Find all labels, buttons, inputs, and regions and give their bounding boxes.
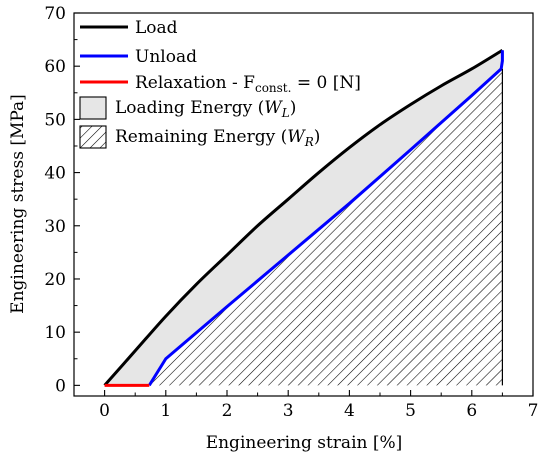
legend-area-swatch-1 xyxy=(79,125,107,149)
legend: Load Unload Relaxation - Fconst. = 0 [N] Lo… xyxy=(79,18,361,149)
x-axis-ticks: 0 1 2 3 4 5 6 7 xyxy=(99,390,538,421)
x-tick-label: 6 xyxy=(466,401,477,421)
legend-label: Loading Energy (WL) xyxy=(115,98,296,120)
legend-label: Load xyxy=(135,18,178,38)
y-tick-label: 50 xyxy=(44,110,66,130)
remaining-energy-area xyxy=(149,50,503,386)
legend-label: Relaxation - Fconst. = 0 [N] xyxy=(135,73,361,95)
legend-area-swatch-0 xyxy=(79,96,107,120)
x-axis-title: Engineering strain [%] xyxy=(206,433,403,453)
legend-label: Unload xyxy=(135,47,197,67)
x-tick-label: 7 xyxy=(528,401,539,421)
y-tick-label: 60 xyxy=(44,57,66,77)
energy-areas xyxy=(104,50,503,386)
series-line-0 xyxy=(103,48,504,387)
y-tick-label: 30 xyxy=(44,217,66,237)
plot-frame xyxy=(73,12,534,397)
series-lines xyxy=(103,48,504,387)
series-line-1 xyxy=(148,50,504,387)
y-axis-title: Engineering stress [MPa] xyxy=(8,94,28,314)
y-axis-ticks: 0 10 20 30 40 50 60 70 xyxy=(44,4,80,396)
legend-label: Remaining Energy (WR) xyxy=(115,127,320,149)
x-tick-label: 5 xyxy=(405,401,416,421)
y-tick-label: 0 xyxy=(55,376,66,396)
x-tick-label: 2 xyxy=(222,401,233,421)
x-tick-label: 0 xyxy=(99,401,110,421)
x-tick-label: 3 xyxy=(283,401,294,421)
x-tick-label: 4 xyxy=(344,401,355,421)
y-tick-label: 20 xyxy=(44,270,66,290)
loading-energy-area xyxy=(104,50,503,386)
y-tick-label: 40 xyxy=(44,164,66,184)
x-tick-label: 1 xyxy=(160,401,171,421)
y-tick-label: 10 xyxy=(44,323,66,343)
y-tick-label: 70 xyxy=(44,4,66,24)
